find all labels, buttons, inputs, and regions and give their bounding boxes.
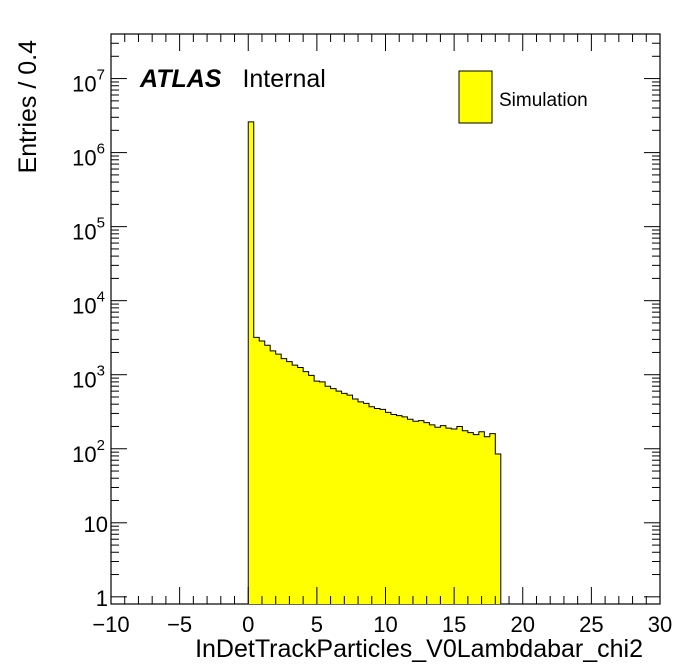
histogram-bar (401, 416, 408, 604)
histogram-bar (363, 403, 370, 604)
histogram-bar (489, 433, 496, 604)
histogram-bar (412, 421, 419, 604)
x-axis-label: InDetTrackParticles_V0Lambdabar_chi2 (195, 635, 643, 663)
histogram-bar (396, 415, 403, 604)
histogram-bar (253, 337, 260, 604)
y-tick-exponent: 3 (97, 363, 105, 380)
y-tick-label: 103 (72, 363, 105, 393)
x-tick-label: 30 (648, 612, 672, 637)
x-tick-label: 20 (511, 612, 535, 637)
legend-label: Simulation (499, 90, 588, 111)
histogram-bar (456, 426, 463, 604)
histogram-bar (434, 427, 441, 604)
histogram-bar (292, 365, 298, 604)
y-tick-base: 10 (72, 146, 96, 171)
x-tick-label: −5 (167, 612, 192, 637)
histogram-bar (259, 341, 266, 604)
y-axis-label: Entries / 0.4 (14, 40, 42, 173)
histogram-bar (330, 388, 337, 604)
y-tick-exponent: 7 (97, 67, 105, 84)
y-tick-base: 10 (72, 294, 96, 319)
x-tick-label: 0 (242, 612, 254, 637)
x-tick-label: −10 (92, 612, 129, 637)
legend: Simulation (458, 70, 588, 124)
histogram-bar (358, 401, 364, 604)
y-tick-label: 10 (84, 512, 108, 537)
axis-ticks (110, 33, 661, 604)
y-tick-base: 10 (72, 72, 96, 97)
histogram-bar (478, 431, 485, 604)
y-tick-label: 107 (72, 67, 105, 97)
x-tick-label: 15 (442, 612, 466, 637)
histogram-bar (484, 436, 491, 604)
histogram-bar (336, 391, 342, 604)
histogram-bar (451, 428, 458, 604)
histogram-bars (247, 121, 502, 604)
histogram-bar (473, 434, 480, 604)
histogram-bar (407, 419, 414, 604)
histogram-bar (380, 409, 386, 604)
histogram-bar (264, 345, 271, 604)
histogram-bar (445, 428, 452, 604)
atlas-bold: ATLAS (139, 65, 222, 93)
x-tick-labels: −10 −5 0 5 10 15 20 25 30 (92, 612, 672, 637)
histogram-bar (467, 432, 474, 604)
y-tick-base: 10 (72, 442, 96, 467)
histogram-bar (297, 367, 304, 604)
histogram-bar (495, 453, 502, 604)
histogram-outline (247, 121, 502, 604)
y-tick-base: 10 (72, 368, 96, 393)
atlas-internal: Internal (242, 65, 325, 93)
histogram-bar (308, 375, 315, 604)
histogram-bar (319, 381, 326, 604)
y-tick-label: 102 (72, 437, 105, 467)
histogram-bar (385, 412, 392, 604)
histogram-bar (462, 430, 469, 604)
y-tick-exponent: 5 (97, 215, 105, 232)
y-tick-exponent: 2 (97, 437, 105, 454)
x-tick-label: 5 (311, 612, 323, 637)
histogram-bar (352, 398, 359, 604)
atlas-label: ATLAS Internal (139, 65, 326, 93)
histogram-bar (390, 414, 397, 604)
y-tick-label: 105 (72, 215, 105, 245)
x-tick-label: 10 (373, 612, 397, 637)
y-tick-label: 104 (72, 289, 105, 319)
histogram-bar (341, 393, 348, 604)
histogram-bar (423, 422, 430, 604)
histogram-bar (270, 350, 276, 604)
legend-swatch (458, 70, 493, 124)
histogram-bar (303, 371, 309, 604)
histogram-bar (275, 354, 282, 604)
histogram-bar (418, 420, 425, 604)
histogram-bar (347, 395, 353, 604)
y-tick-base: 10 (72, 220, 96, 245)
histogram-bar (248, 121, 255, 604)
histogram-bar (440, 425, 447, 604)
y-tick-exponent: 6 (97, 141, 105, 158)
x-tick-label: 25 (579, 612, 603, 637)
histogram-bar (281, 358, 287, 604)
histogram-bar (369, 406, 375, 604)
y-tick-label: 1 (96, 586, 108, 611)
histogram-bar (314, 381, 320, 604)
histogram-bar (374, 408, 381, 604)
y-tick-label: 106 (72, 141, 105, 171)
histogram-bar (325, 386, 331, 604)
histogram-bar (429, 424, 436, 604)
y-tick-exponent: 4 (97, 289, 105, 306)
histogram-bar (286, 361, 293, 604)
